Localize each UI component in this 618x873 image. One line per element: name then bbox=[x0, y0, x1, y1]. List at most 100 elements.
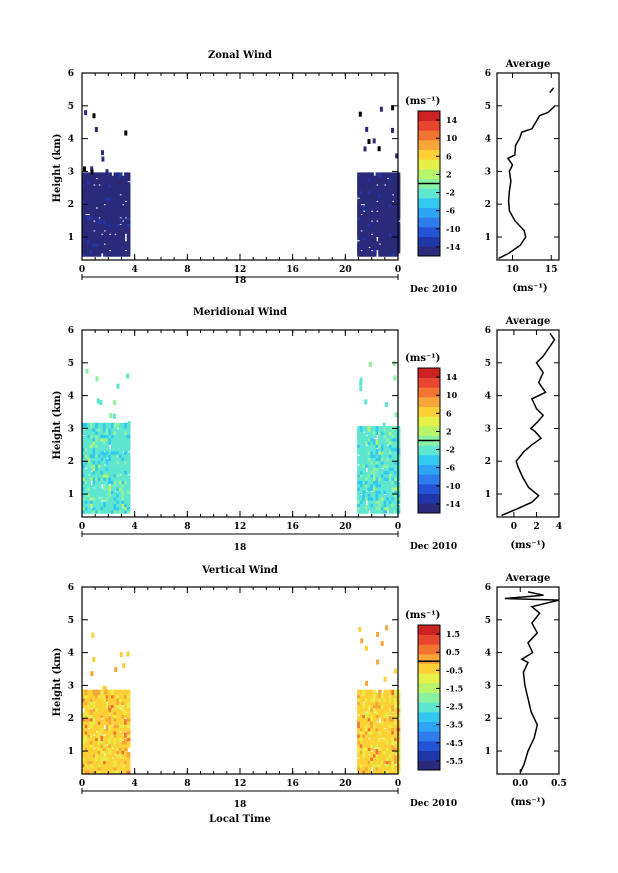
heatmap-cell bbox=[367, 478, 372, 485]
heatmap-cell bbox=[89, 712, 94, 719]
heatmap-cell bbox=[84, 198, 89, 205]
heatmap-cell bbox=[362, 426, 366, 432]
heatmap-cell bbox=[359, 439, 364, 445]
heatmap-cell bbox=[109, 413, 113, 419]
heatmap-cell bbox=[100, 722, 104, 729]
heatmap-cell bbox=[124, 755, 128, 761]
heatmap-cell bbox=[362, 247, 366, 254]
heatmap-cell bbox=[108, 715, 112, 722]
heatmap-cell bbox=[113, 228, 118, 234]
heatmap-cell bbox=[382, 422, 386, 428]
heatmap-cell bbox=[373, 445, 377, 452]
heatmap-cell bbox=[375, 758, 380, 765]
heatmap-cell bbox=[92, 435, 97, 442]
heatmap-cell bbox=[112, 413, 116, 419]
heatmap-cell bbox=[370, 709, 374, 715]
x-tick-label: 20 bbox=[339, 265, 352, 275]
heatmap-cell bbox=[111, 501, 115, 508]
heatmap-cell bbox=[373, 696, 377, 702]
heatmap-cell bbox=[116, 449, 120, 455]
y-tick-label: 4 bbox=[68, 135, 74, 145]
heatmap-cell bbox=[375, 228, 380, 234]
heatmap-cell bbox=[105, 702, 110, 709]
heatmap-cell bbox=[391, 702, 395, 709]
heatmap-cell bbox=[100, 188, 104, 195]
heatmap-cell bbox=[113, 768, 118, 774]
heatmap-cell bbox=[383, 735, 388, 742]
heatmap-cell bbox=[111, 205, 115, 211]
heatmap-cell bbox=[97, 228, 102, 234]
heatmap-cell bbox=[383, 468, 388, 475]
heatmap-cell bbox=[386, 231, 390, 237]
heatmap-cell bbox=[370, 442, 374, 449]
heatmap-cell bbox=[126, 247, 131, 254]
meridional-wind-average-title: Average bbox=[505, 316, 551, 327]
heatmap-cell bbox=[97, 722, 102, 729]
heatmap-cell bbox=[113, 241, 118, 247]
heatmap-cell bbox=[378, 244, 382, 251]
meridional-wind-title: Meridional Wind bbox=[193, 307, 287, 318]
heatmap-cell bbox=[383, 758, 388, 765]
heatmap-cell bbox=[375, 702, 380, 709]
heatmap-cell bbox=[89, 215, 94, 221]
heatmap-cell bbox=[92, 475, 97, 481]
profile-x-tick-label: 0.0 bbox=[512, 779, 528, 789]
heatmap-cell bbox=[87, 247, 91, 254]
heatmap-cell bbox=[380, 195, 385, 201]
heatmap-cell bbox=[97, 758, 102, 765]
heatmap-cell bbox=[124, 426, 128, 432]
heatmap-cell bbox=[357, 192, 361, 198]
heatmap-cell bbox=[388, 702, 393, 709]
heatmap-cell bbox=[95, 449, 99, 455]
heatmap-cell bbox=[367, 435, 372, 442]
heatmap-cell bbox=[116, 465, 120, 472]
heatmap-cell bbox=[388, 188, 393, 195]
heatmap-cell bbox=[95, 215, 99, 221]
heatmap-cell bbox=[103, 488, 107, 494]
heatmap-cell bbox=[92, 429, 97, 435]
heatmap-cell bbox=[103, 468, 107, 475]
heatmap-cell bbox=[87, 696, 91, 702]
heatmap-cell bbox=[116, 729, 120, 735]
heatmap-cell bbox=[359, 478, 364, 485]
heatmap-cell bbox=[92, 244, 97, 251]
heatmap-cell bbox=[87, 468, 91, 475]
heatmap-cell bbox=[357, 208, 361, 215]
heatmap-cell bbox=[113, 465, 118, 472]
heatmap-cell bbox=[87, 735, 91, 742]
heatmap-cell bbox=[380, 462, 385, 468]
heatmap-cell bbox=[84, 175, 89, 182]
heatmap-cell bbox=[370, 761, 374, 768]
heatmap-cell bbox=[97, 491, 102, 498]
colorbar-tick-label: 0.5 bbox=[446, 647, 460, 657]
heatmap-cell bbox=[89, 742, 94, 748]
heatmap-cell bbox=[89, 178, 94, 185]
heatmap-cell bbox=[391, 699, 395, 706]
heatmap-cell bbox=[357, 458, 361, 465]
heatmap-cell bbox=[121, 175, 126, 182]
heatmap-cell bbox=[89, 247, 94, 254]
heatmap-cell bbox=[362, 198, 366, 205]
heatmap-cell bbox=[388, 699, 393, 706]
heatmap-cell bbox=[370, 732, 374, 738]
heatmap-cell bbox=[100, 198, 104, 205]
heatmap-cell bbox=[97, 719, 102, 725]
heatmap-cell bbox=[375, 729, 380, 735]
heatmap-cell bbox=[116, 188, 120, 195]
heatmap-cell bbox=[118, 241, 123, 247]
heatmap-cell bbox=[391, 725, 395, 732]
heatmap-cell bbox=[378, 709, 382, 715]
heatmap-cell bbox=[108, 465, 112, 472]
heatmap-cell bbox=[126, 488, 131, 494]
heatmap-cell bbox=[108, 719, 112, 725]
heatmap-cell bbox=[82, 504, 86, 511]
heatmap-cell bbox=[394, 699, 398, 706]
profile-y-tick-label: 3 bbox=[485, 681, 491, 691]
heatmap-cell bbox=[359, 729, 364, 735]
heatmap-cell bbox=[391, 752, 395, 758]
heatmap-cell bbox=[95, 465, 99, 472]
heatmap-cell bbox=[380, 729, 385, 735]
heatmap-cell bbox=[383, 715, 388, 722]
heatmap-cell bbox=[362, 195, 366, 201]
heatmap-cell bbox=[121, 445, 126, 452]
